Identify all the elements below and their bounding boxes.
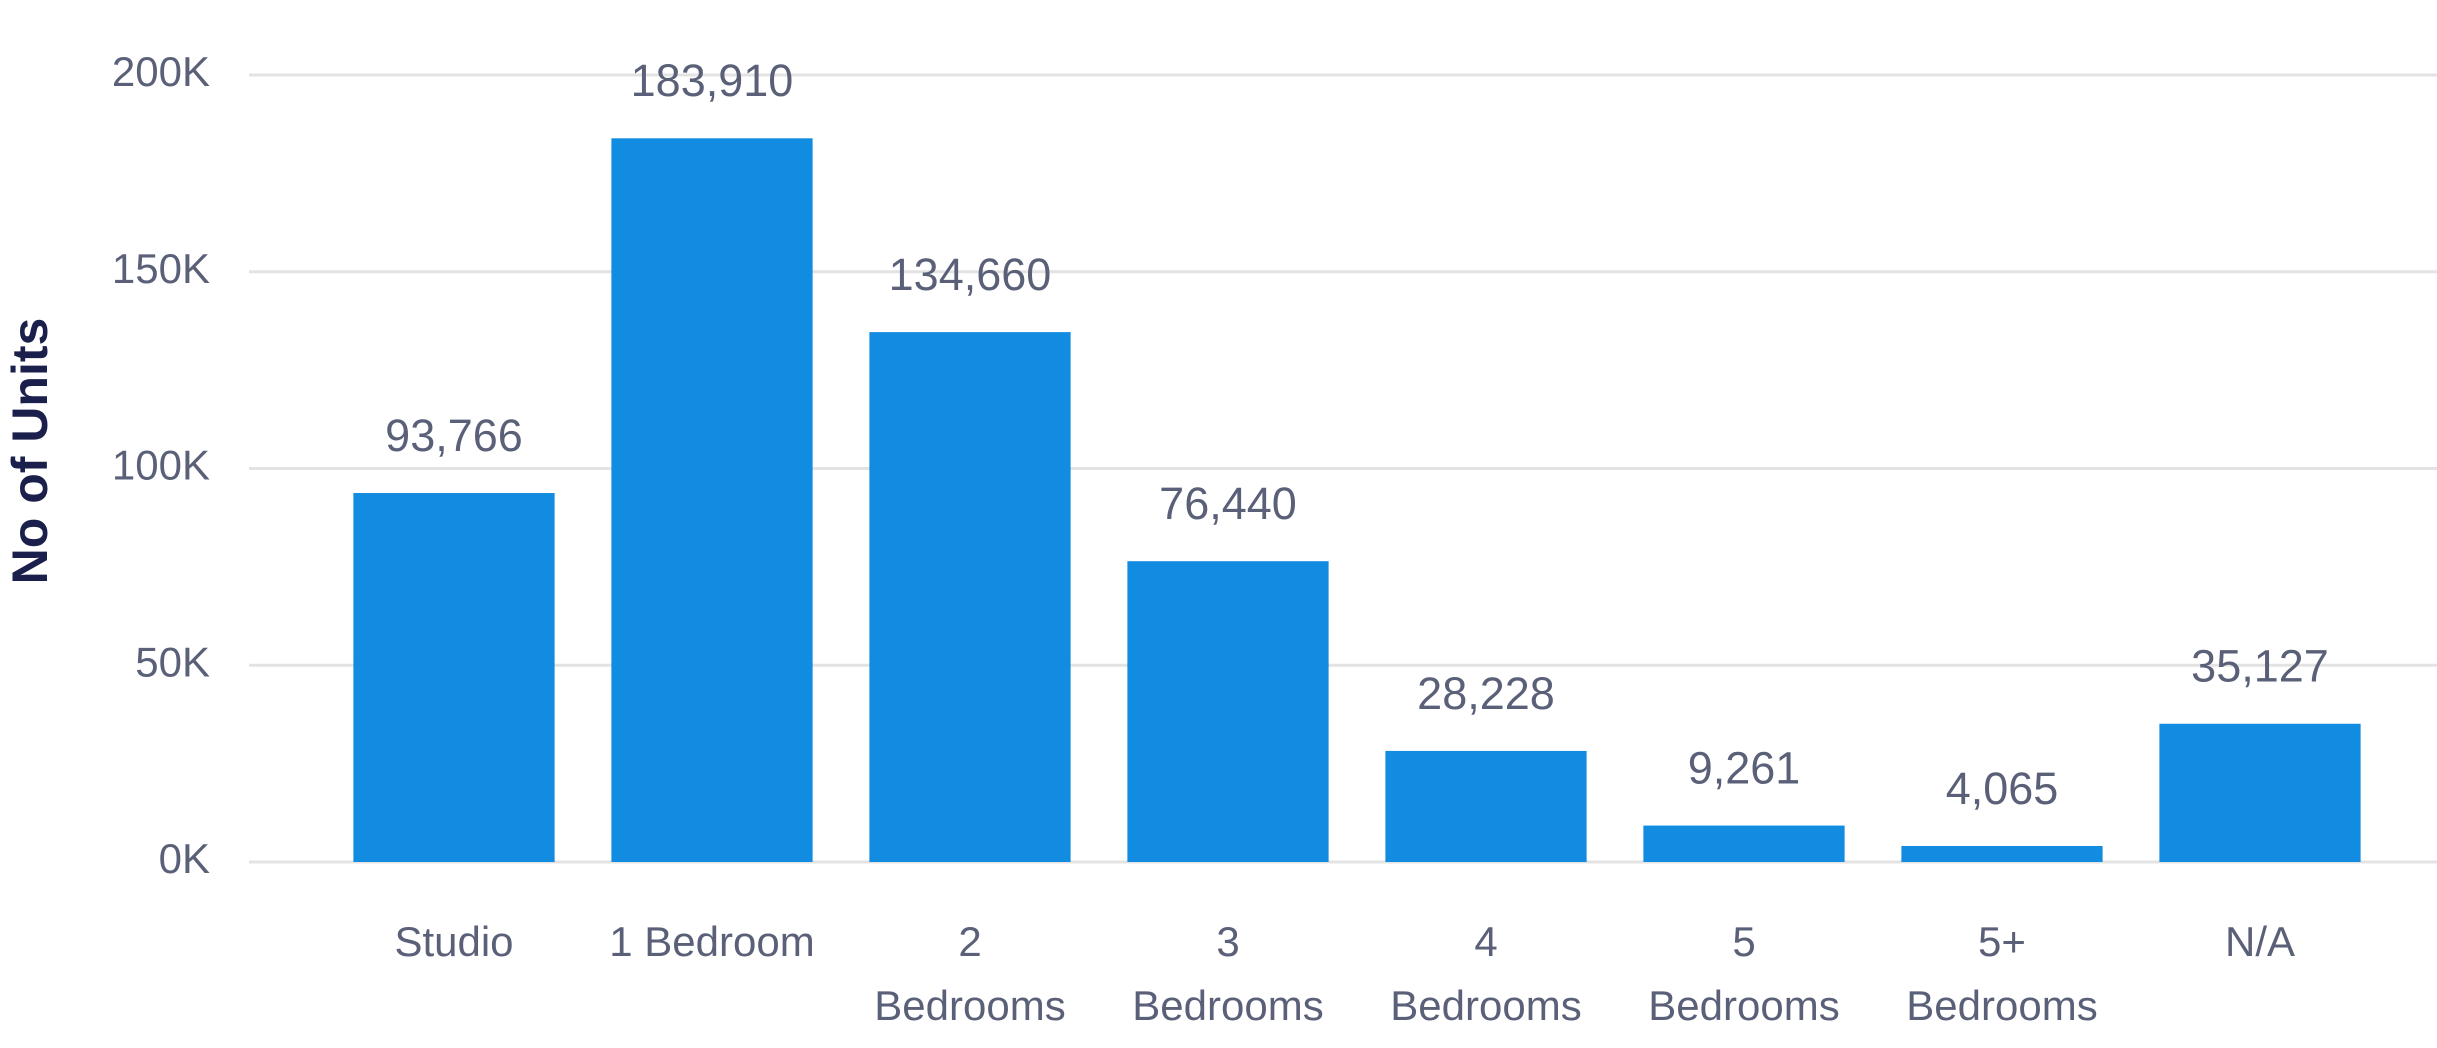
y-tick-label: 100K <box>112 442 210 489</box>
x-tick-label: Studio <box>394 918 514 965</box>
bar <box>1127 561 1329 862</box>
y-axis-label: No of Units <box>2 318 58 585</box>
bar <box>611 138 813 862</box>
bar <box>1901 846 2103 862</box>
bar <box>869 332 1071 862</box>
x-tick-label: 4 Bedrooms <box>1390 918 1582 1029</box>
bar <box>353 493 555 862</box>
y-tick-label: 200K <box>112 48 210 95</box>
y-tick-label: 50K <box>135 638 210 685</box>
x-tick-label: 5 Bedrooms <box>1648 918 1840 1029</box>
data-label: 35,127 <box>2191 641 2329 692</box>
y-tick-label: 0K <box>159 835 210 882</box>
y-tick-label: 150K <box>112 245 210 292</box>
x-tick-label: 1 Bedroom <box>609 918 815 965</box>
x-tick-label: 2 Bedrooms <box>874 918 1066 1029</box>
data-label: 134,660 <box>889 249 1052 300</box>
bar <box>1643 825 1845 862</box>
x-tick-label: 5+ Bedrooms <box>1906 918 2098 1029</box>
data-label: 76,440 <box>1159 478 1297 529</box>
data-label: 28,228 <box>1417 668 1555 719</box>
bar <box>2159 723 2361 862</box>
bar <box>1385 750 1587 862</box>
data-label: 9,261 <box>1688 742 1801 793</box>
data-label: 4,065 <box>1946 763 2059 814</box>
x-tick-label: N/A <box>2224 918 2295 965</box>
x-tick-label: 3 Bedrooms <box>1132 918 1324 1029</box>
data-label: 183,910 <box>631 55 794 106</box>
data-label: 93,766 <box>385 410 523 461</box>
